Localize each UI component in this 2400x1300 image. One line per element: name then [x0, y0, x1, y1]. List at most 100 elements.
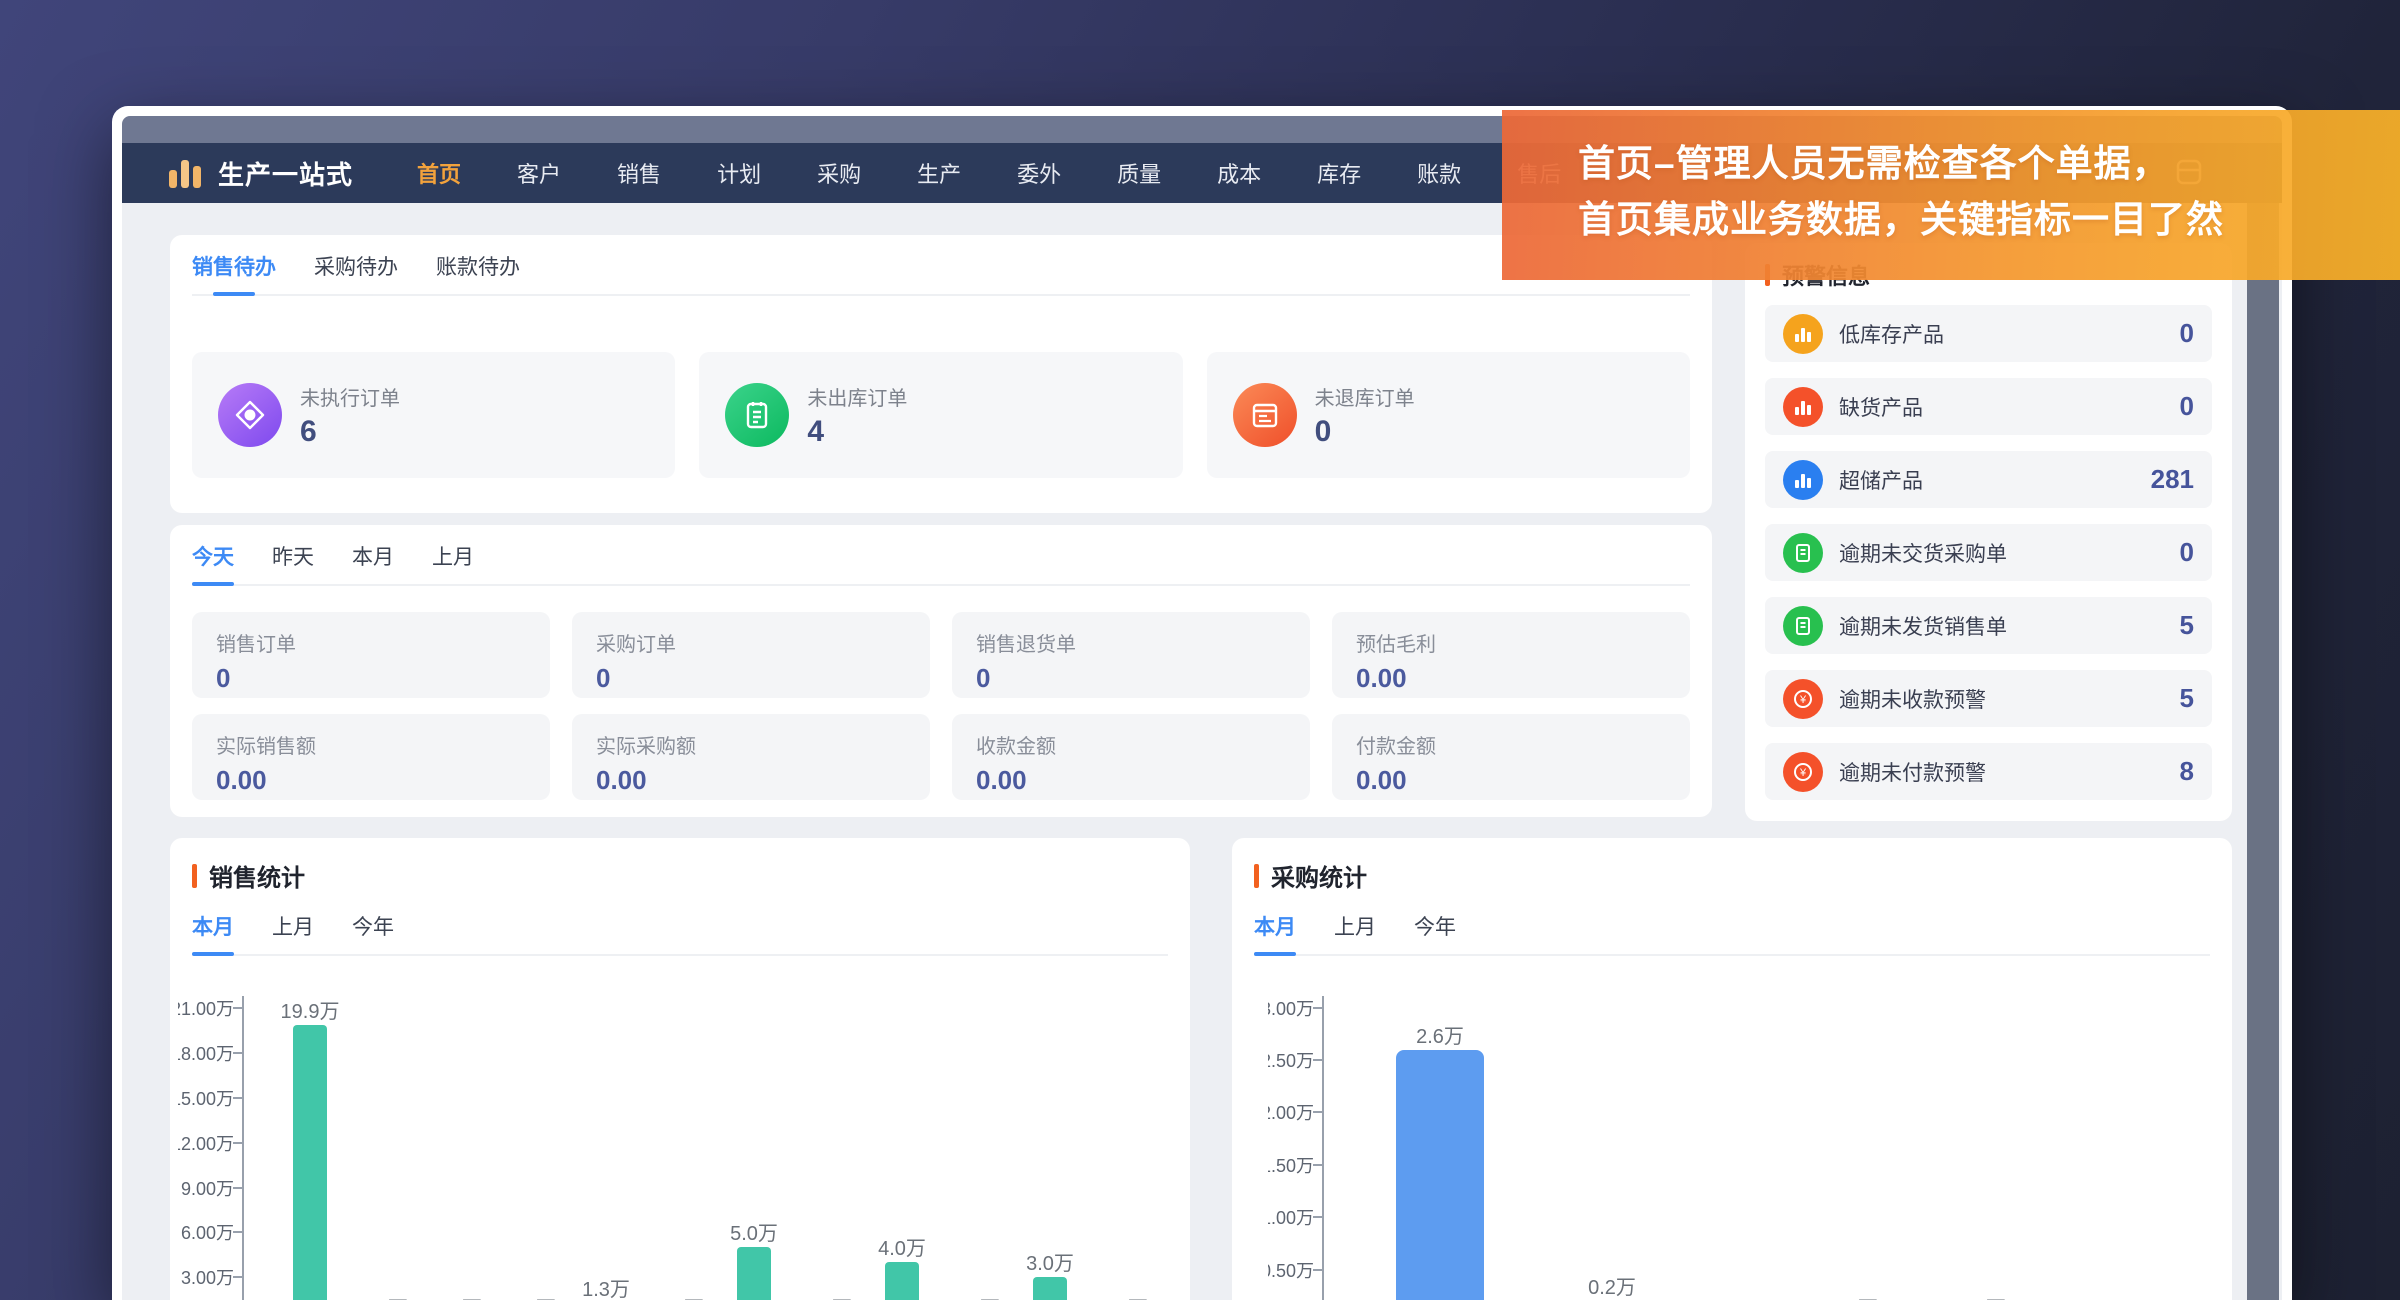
y-axis-tick: [1313, 1111, 1322, 1114]
sales-stats-panel: 销售统计 本月 上月 今年 21.00万 18.00万 15.00万 12.00万 9.00…: [170, 838, 1190, 1300]
y-axis-tick: [233, 1141, 242, 1144]
alert-value: 0: [2179, 391, 2194, 421]
coin-icon: ¥: [1783, 751, 1823, 792]
y-axis-tick-label: 9.00万: [180, 1178, 234, 1199]
sales-stats-title: 销售统计: [209, 865, 305, 892]
stats-panel: 今天 昨天 本月 上月 销售订单 0 采购订单 0 销售退货单 0 预估毛利 0.00 实际销售额 0…: [170, 525, 1712, 817]
page-content: 销售待办 采购待办 账款待办 未执行订单 6 未出库订单 4 未退库订单 0 今天 昨天 本月 上月…: [122, 203, 2282, 1300]
stat-tile-value: 0: [976, 663, 991, 693]
nav-item-8[interactable]: 质量: [1117, 162, 1162, 187]
stat-tile-label: 预估毛利: [1356, 634, 1436, 656]
y-axis-tick-label: 6.00万: [180, 1223, 234, 1244]
chart-bar-value-label: 0.0万: [656, 1292, 704, 1300]
stat-tile-value: 0: [596, 663, 611, 693]
alert-row[interactable]: 低库存产品 0: [1765, 305, 2212, 362]
nav-item-2[interactable]: 客户: [517, 162, 562, 187]
alert-value: 0: [2179, 318, 2194, 348]
todo-card-label: 未退库订单: [1314, 387, 1415, 410]
chart-bar[interactable]: [737, 1247, 771, 1300]
alert-row[interactable]: ¥ 逾期未收款预警 5: [1765, 670, 2212, 727]
stat-tile-value: 0.00: [1356, 765, 1407, 795]
chart-bar-value-label: 0.0万: [360, 1292, 408, 1300]
purchase-period-tab-2[interactable]: 上月: [1334, 916, 1376, 939]
purchase-stats-title: 采购统计: [1271, 865, 1367, 892]
chart-bar[interactable]: [885, 1262, 919, 1300]
stat-tile: 收款金额 0.00: [952, 714, 1310, 800]
nav-item-6[interactable]: 生产: [917, 162, 962, 187]
chart-bar[interactable]: [1396, 1049, 1484, 1300]
purchase-period-tab-3[interactable]: 今年: [1414, 916, 1456, 939]
chart-bar[interactable]: [1033, 1277, 1067, 1300]
stat-tile: 采购订单 0: [572, 612, 930, 698]
todo-tab-1[interactable]: 销售待办: [192, 251, 276, 281]
alert-row[interactable]: 逾期未交货采购单 0: [1765, 524, 2212, 581]
stat-tile: 付款金额 0.00: [1332, 714, 1690, 800]
alert-row[interactable]: 缺货产品 0: [1765, 378, 2212, 435]
alert-value: 281: [2150, 464, 2194, 494]
nav-item-11[interactable]: 账款: [1417, 162, 1462, 187]
stats-tile-row-2: 实际销售额 0.00 实际采购额 0.00 收款金额 0.00 付款金额 0.00: [192, 714, 1690, 800]
alert-value: 5: [2179, 610, 2194, 640]
purchase-bar-chart: 3.00万 2.50万 2.00万 1.50万 1.00万 0.50万 2.6万 0.2万 0.…: [1254, 978, 2210, 1300]
chart-bar-value-label: 0.0万: [952, 1292, 1000, 1300]
stat-tile-value: 0.00: [1356, 663, 1407, 693]
alert-row[interactable]: ¥ 逾期未付款预警 8: [1765, 743, 2212, 800]
purchase-period-tab-1[interactable]: 本月: [1254, 911, 1296, 941]
stat-tile-value: 0: [216, 663, 231, 693]
nav-item-7[interactable]: 委外: [1017, 162, 1062, 187]
chart-bar[interactable]: [293, 1024, 327, 1300]
nav-item-9[interactable]: 成本: [1217, 162, 1262, 187]
sales-period-tab-3[interactable]: 今年: [352, 916, 394, 939]
y-axis-tick: [233, 1007, 242, 1010]
stats-period-tab-1[interactable]: 今天: [192, 541, 234, 571]
bar-chart-logo-icon: [168, 157, 204, 189]
banner-line-1: 首页–管理人员无需检查各个单据，: [1578, 143, 2170, 184]
todo-card[interactable]: 未执行订单 6: [192, 352, 676, 478]
purchase-stats-panel: 采购统计 本月 上月 今年 3.00万 2.50万 2.00万 1.50万 1.00万 0.5…: [1232, 838, 2232, 1300]
stats-period-tab-3[interactable]: 本月: [352, 546, 394, 569]
nav-item-4[interactable]: 计划: [717, 162, 762, 187]
stats-period-tab-2[interactable]: 昨天: [272, 546, 314, 569]
nav-item-1[interactable]: 首页: [417, 143, 461, 210]
nav-item-3[interactable]: 销售: [617, 162, 662, 187]
alert-label: 逾期未发货销售单: [1839, 615, 2007, 639]
y-axis-tick: [1313, 1268, 1322, 1271]
alert-row[interactable]: 超储产品 281: [1765, 451, 2212, 508]
y-axis-tick-label: 3.00万: [180, 1268, 234, 1289]
chart-bar-value-label: 4.0万: [878, 1238, 926, 1261]
sales-period-tab-2[interactable]: 上月: [272, 916, 314, 939]
chart-bar-value-label: 0.0万: [508, 1292, 556, 1300]
y-axis-tick: [1313, 1163, 1322, 1166]
chart-bar-value-label: 1.3万: [582, 1278, 630, 1300]
stats-period-tab-4[interactable]: 上月: [432, 546, 474, 569]
chart-bar-value-label: 0.0万: [804, 1292, 852, 1300]
todo-card[interactable]: 未退库订单 0: [1206, 352, 1690, 478]
todo-tab-3[interactable]: 账款待办: [436, 256, 520, 279]
alert-value: 5: [2179, 683, 2194, 713]
y-axis-tick-label: 21.00万: [178, 999, 234, 1020]
sales-period-tabs: 本月 上月 今年: [192, 911, 1168, 956]
y-axis-tick: [233, 1097, 242, 1100]
alert-value: 8: [2179, 756, 2194, 786]
alerts-panel: 预警信息 低库存产品0缺货产品0超储产品281逾期未交货采购单0逾期未发货销售单…: [1745, 243, 2232, 821]
return-order-icon: [1232, 383, 1297, 447]
y-axis-tick: [1313, 1059, 1322, 1061]
todo-card[interactable]: 未出库订单 4: [699, 352, 1183, 478]
nav-item-5[interactable]: 采购: [817, 162, 862, 187]
document-icon: [1783, 605, 1823, 646]
y-axis-tick: [233, 1052, 242, 1055]
purchase-period-tabs: 本月 上月 今年: [1254, 911, 2210, 956]
chart-bar-value-label: 3.0万: [1026, 1253, 1074, 1276]
nav-item-10[interactable]: 库存: [1317, 162, 1362, 187]
todo-tab-2[interactable]: 采购待办: [314, 256, 398, 279]
todo-card-label: 未出库订单: [807, 387, 908, 410]
y-axis-tick-label: 1.50万: [1268, 1155, 1314, 1176]
y-axis-tick-label: 3.00万: [1268, 998, 1314, 1019]
window-scrollbar[interactable]: [2247, 203, 2279, 1300]
alert-row[interactable]: 逾期未发货销售单 5: [1765, 597, 2212, 654]
stat-tile: 销售退货单 0: [952, 612, 1310, 698]
sales-period-tab-1[interactable]: 本月: [192, 911, 234, 941]
chart-bar-value-label: 0.0万: [1958, 1292, 2006, 1300]
todo-card-value: 0: [1314, 414, 1332, 448]
